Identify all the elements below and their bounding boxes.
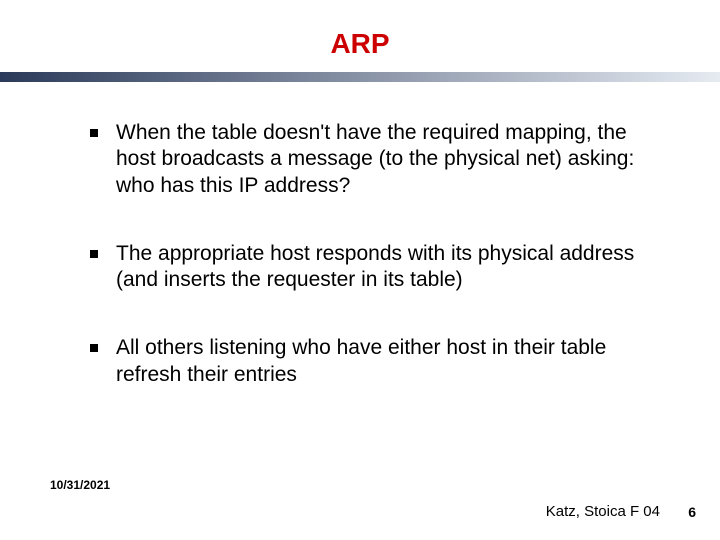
bullet-square-icon xyxy=(90,344,98,352)
bullet-square-icon xyxy=(90,129,98,137)
footer-credit: Katz, Stoica F 04 xyxy=(546,503,660,520)
footer-date: 10/31/2021 xyxy=(50,478,110,492)
bullet-text: When the table doesn't have the required… xyxy=(116,120,670,199)
slide-title: ARP xyxy=(0,0,720,72)
bullet-item: The appropriate host responds with its p… xyxy=(90,241,670,294)
bullet-item: All others listening who have either hos… xyxy=(90,335,670,388)
footer-page-number: 6 xyxy=(688,504,696,520)
bullet-item: When the table doesn't have the required… xyxy=(90,120,670,199)
bullet-text: All others listening who have either hos… xyxy=(116,335,670,388)
content-area: When the table doesn't have the required… xyxy=(0,82,720,388)
title-divider xyxy=(0,72,720,82)
slide: ARP When the table doesn't have the requ… xyxy=(0,0,720,540)
bullet-text: The appropriate host responds with its p… xyxy=(116,241,670,294)
bullet-square-icon xyxy=(90,250,98,258)
